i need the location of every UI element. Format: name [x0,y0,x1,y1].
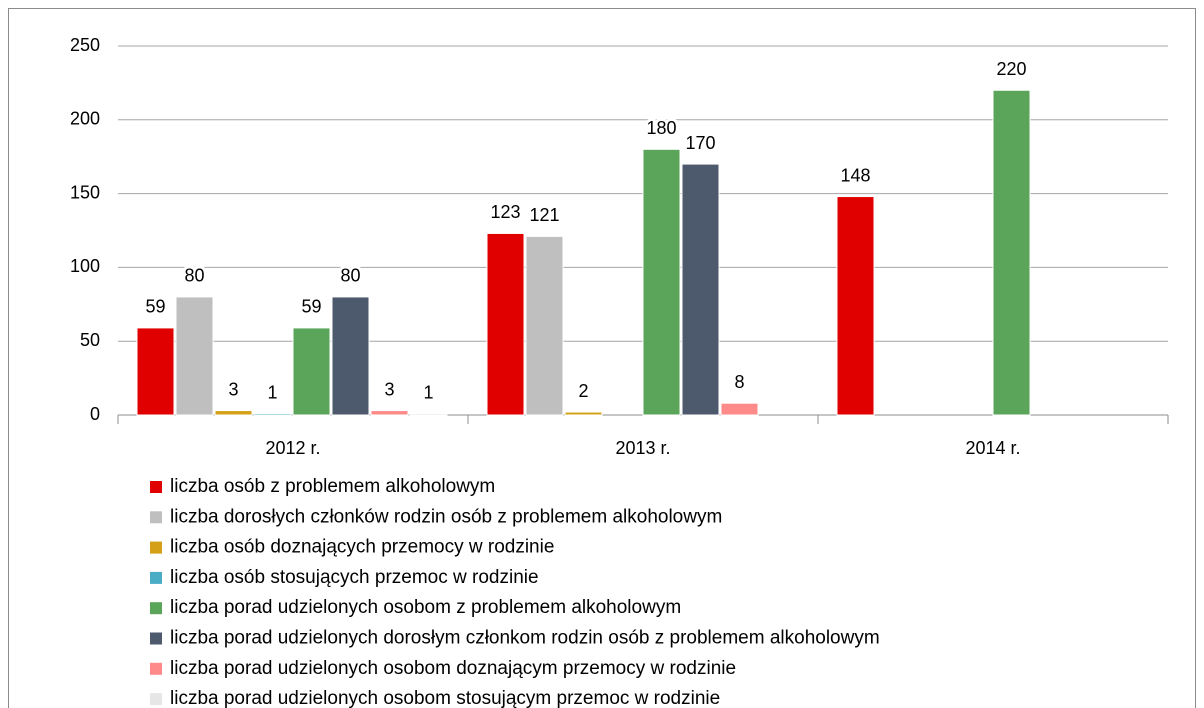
value-label: 170 [685,133,715,153]
value-label: 59 [145,297,165,317]
value-label: 220 [996,59,1026,79]
value-label: 8 [734,372,744,392]
legend-swatch [150,632,162,645]
legend-swatch [150,693,162,706]
y-tick-label: 200 [70,109,100,129]
value-label: 59 [301,297,321,317]
bar [214,410,253,416]
legend-label: liczba porad udzielonych dorosłym członk… [170,628,880,649]
y-tick-label: 50 [80,330,100,350]
bar [292,327,331,416]
value-label: 80 [184,266,204,286]
legend-label: liczba porad udzielonych osobom stosując… [170,688,720,708]
bar [409,413,448,416]
x-tick-label: 2014 r. [965,438,1020,458]
y-tick-label: 0 [90,404,100,424]
y-tick-label: 150 [70,182,100,202]
legend-swatch [150,571,162,584]
bar [253,413,292,416]
y-tick-label: 250 [70,35,100,55]
bar [331,296,370,416]
legend-swatch [150,511,162,524]
value-label: 2 [578,381,588,401]
bar [681,163,720,416]
legend-label: liczba porad udzielonych osobom doznając… [170,658,736,679]
value-label: 1 [423,382,433,402]
value-label: 1 [267,382,277,402]
value-label: 121 [529,205,559,225]
legend-label: liczba osób stosujących przemoc w rodzin… [170,567,539,588]
value-label: 3 [384,379,394,399]
bar [992,89,1031,416]
value-label: 148 [840,165,870,185]
legend-swatch [150,481,162,493]
bar [836,196,875,416]
legend-swatch [150,541,162,554]
bar [720,402,759,416]
legend-label: liczba dorosłych członków rodzin osób z … [170,506,722,527]
value-label: 80 [340,266,360,286]
y-tick-label: 100 [70,256,100,276]
legend-swatch [150,602,162,615]
x-tick-label: 2012 r. [265,438,320,458]
bar [136,327,175,416]
bar [370,410,409,416]
value-label: 3 [228,379,238,399]
legend-swatch [150,662,162,675]
value-label: 123 [490,202,520,222]
value-label: 180 [646,118,676,138]
legend-label: liczba osób doznających przemocy w rodzi… [170,537,554,558]
bar [486,232,525,416]
legend-label: liczba porad udzielonych osobom z proble… [170,597,681,618]
bar [175,296,214,416]
bar [642,148,681,416]
legend-label: liczba osób z problemem alkoholowym [170,476,495,497]
bar [525,235,564,416]
x-tick-label: 2013 r. [615,438,670,458]
bar [564,411,603,416]
